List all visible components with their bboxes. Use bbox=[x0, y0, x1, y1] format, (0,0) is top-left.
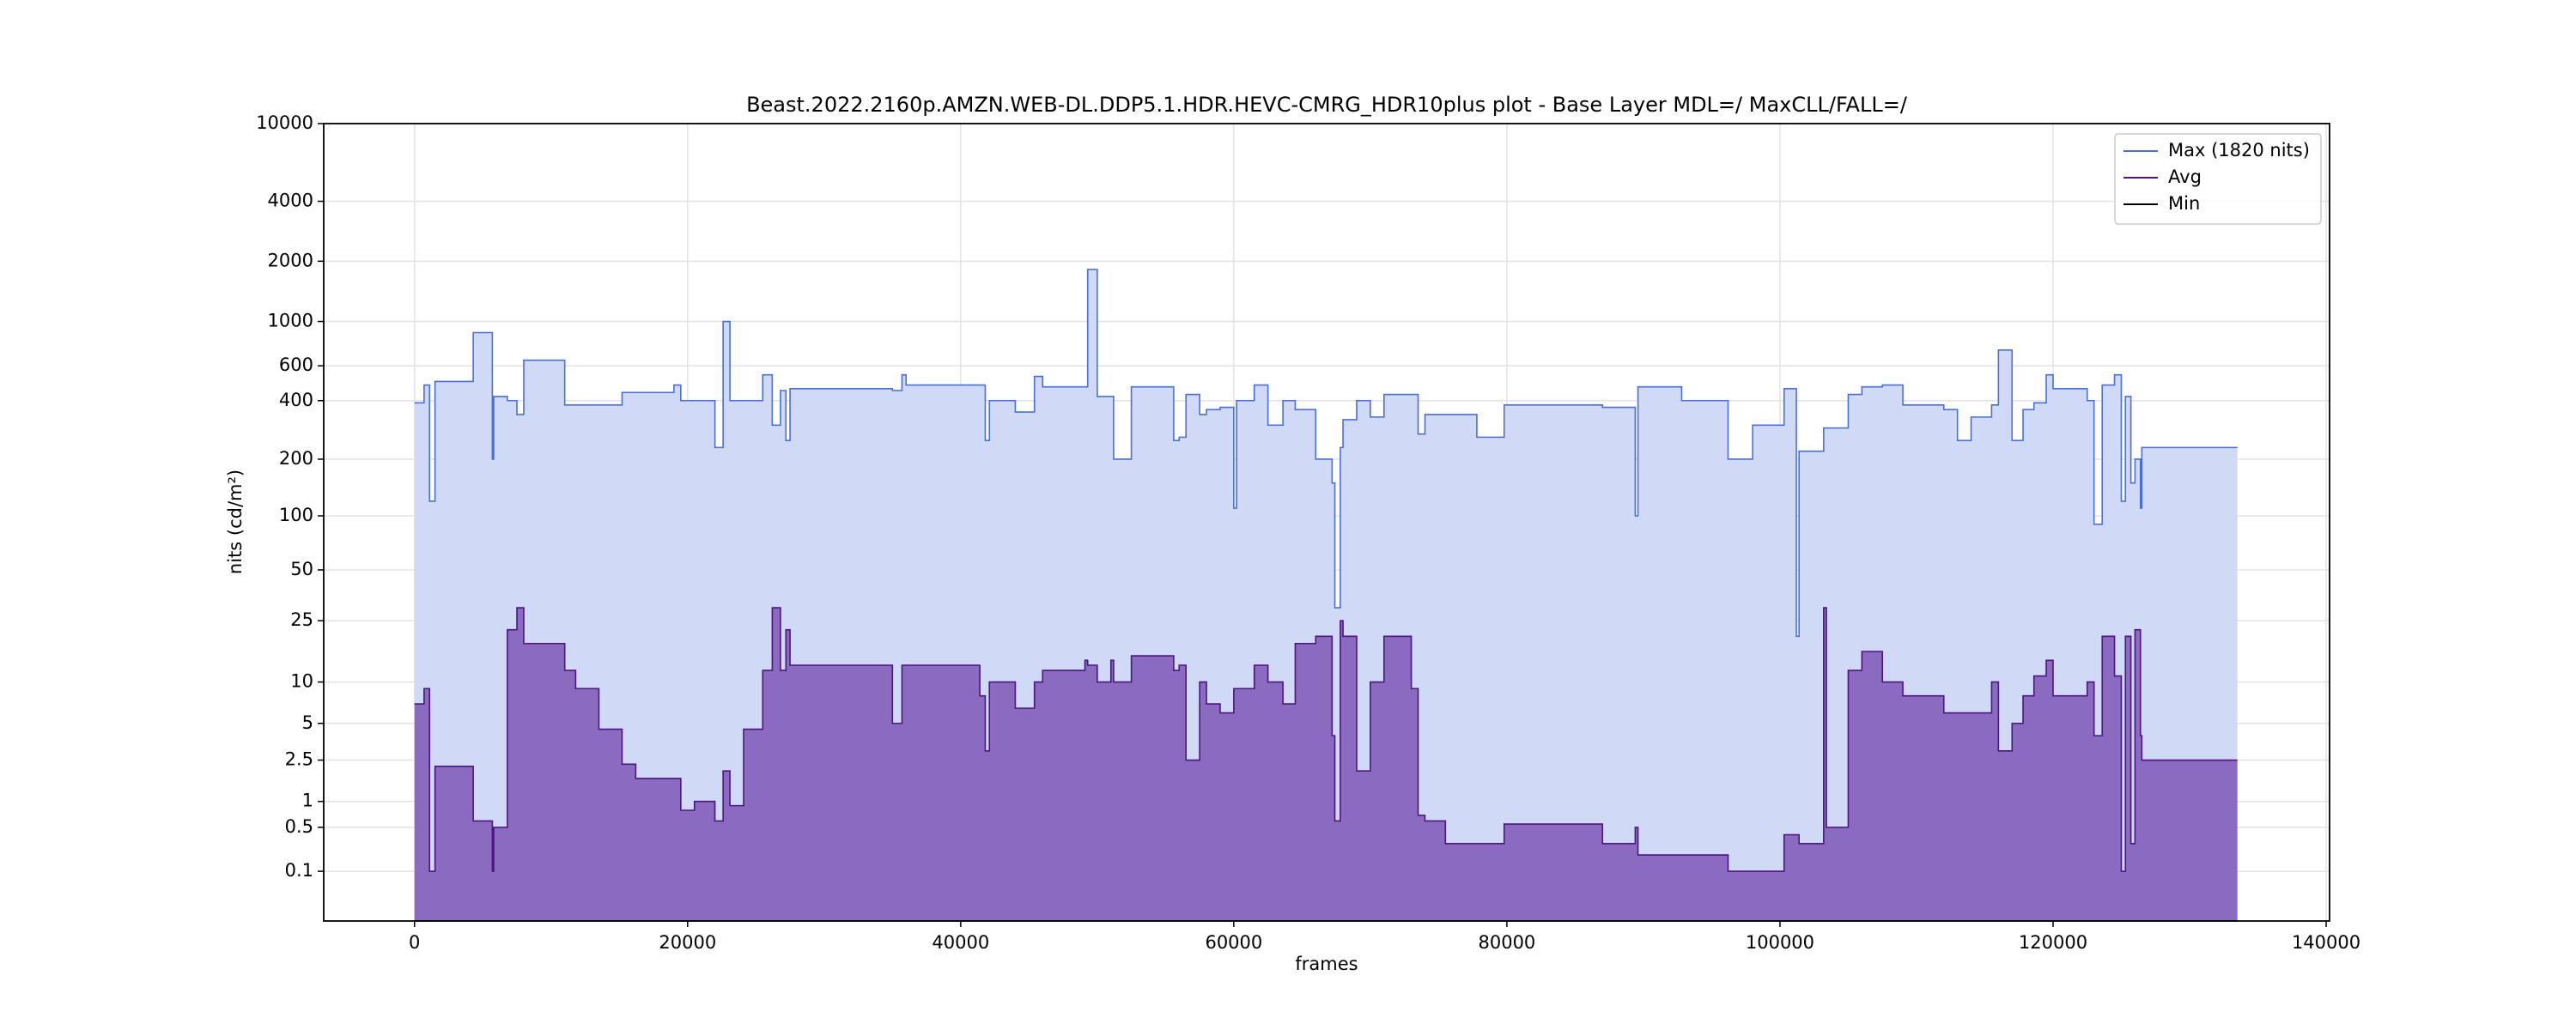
y-tick-label: 200 bbox=[279, 448, 313, 469]
series-line bbox=[414, 607, 2238, 872]
legend-label: Min bbox=[2168, 193, 2200, 214]
y-tick-label: 4000 bbox=[268, 191, 313, 211]
y-tick-label: 25 bbox=[290, 609, 313, 630]
y-tick-label: 100 bbox=[279, 505, 313, 525]
y-tick-label: 2000 bbox=[268, 250, 313, 270]
y-axis-label: nits (cd/m²) bbox=[225, 470, 246, 574]
legend-label: Avg bbox=[2168, 167, 2202, 187]
y-tick-label: 10000 bbox=[256, 112, 313, 133]
y-tick-label: 1 bbox=[302, 791, 313, 811]
x-tick-label: 20000 bbox=[659, 932, 716, 953]
chart-title: Beast.2022.2160p.AMZN.WEB-DL.DDP5.1.HDR.… bbox=[746, 93, 1908, 117]
legend-box bbox=[2114, 133, 2322, 225]
x-axis-label: frames bbox=[1295, 954, 1358, 974]
legend-label: Max (1820 nits) bbox=[2168, 140, 2310, 161]
x-tick-label: 80000 bbox=[1478, 932, 1535, 953]
series-area bbox=[414, 608, 2238, 921]
x-tick-label: 140000 bbox=[2292, 932, 2360, 953]
x-tick-label: 120000 bbox=[2019, 932, 2087, 953]
y-tick-label: 400 bbox=[279, 390, 313, 410]
y-tick-label: 10 bbox=[290, 671, 313, 692]
y-tick-label: 2.5 bbox=[285, 749, 313, 770]
x-tick-label: 40000 bbox=[932, 932, 989, 953]
x-tick-label: 60000 bbox=[1205, 932, 1262, 953]
y-tick-label: 0.1 bbox=[285, 860, 313, 881]
y-tick-label: 1000 bbox=[268, 311, 313, 331]
x-tick-label: 0 bbox=[409, 932, 420, 953]
series-line bbox=[414, 269, 2238, 638]
y-tick-label: 5 bbox=[302, 712, 313, 733]
y-tick-label: 600 bbox=[279, 354, 313, 375]
y-tick-label: 0.5 bbox=[285, 816, 313, 837]
x-tick-label: 100000 bbox=[1746, 932, 1814, 953]
y-tick-label: 50 bbox=[290, 559, 313, 579]
plot-frame bbox=[323, 123, 2330, 922]
